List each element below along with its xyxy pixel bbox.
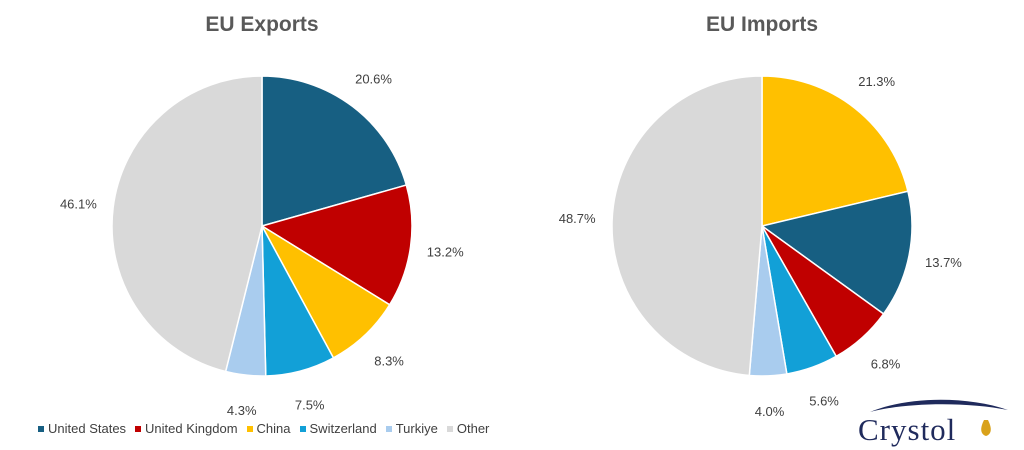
- eu-exports-chart: EU Exports 20.6% 13.2% 8.3% 7.5% 4.3% 46.1%: [60, 13, 464, 418]
- data-label-switzerland: 7.5%: [295, 398, 325, 413]
- legend-swatch: [135, 425, 142, 432]
- pie-slice-united-states: [760, 190, 913, 315]
- legend: United States United Kingdom China Switz…: [38, 421, 498, 436]
- pie-slice-united-kingdom: [260, 184, 413, 306]
- data-label-switzerland: 5.6%: [809, 393, 839, 408]
- data-label-turkiye: 4.3%: [227, 403, 257, 418]
- legend-item-other: Other: [446, 421, 490, 436]
- legend-label: Switzerland: [309, 421, 377, 436]
- legend-item-switzerland: Switzerland: [299, 421, 377, 436]
- logo-text: Crystol: [858, 412, 957, 447]
- legend-label: China: [256, 421, 291, 436]
- legend-label: Other: [456, 421, 490, 436]
- legend-item-turkiye: Turkiye: [385, 421, 438, 436]
- legend-swatch: [299, 425, 306, 432]
- legend-item-china: China: [246, 421, 291, 436]
- data-label-turkiye: 4.0%: [755, 404, 785, 419]
- legend-swatch: [446, 425, 453, 432]
- eu-imports-chart: EU Imports 21.3% 13.7% 6.8% 5.6% 4.0% 48.7%: [559, 13, 963, 419]
- chart-title: EU Imports: [706, 13, 818, 36]
- legend-swatch: [385, 425, 392, 432]
- legend-label: United States: [48, 421, 127, 436]
- data-label-china: 21.3%: [858, 74, 895, 89]
- data-label-china: 8.3%: [374, 353, 404, 368]
- legend-item-united-states: United States: [38, 421, 126, 436]
- legend-swatch: [246, 425, 253, 432]
- data-label-united-states: 13.7%: [925, 255, 962, 270]
- data-label-united-kingdom: 6.8%: [871, 357, 901, 372]
- legend-item-united-kingdom: United Kingdom: [135, 421, 238, 436]
- crystol-logo: Crystol: [848, 398, 1018, 447]
- pie-slice-other: [111, 75, 263, 373]
- logo-swoosh-icon: [870, 399, 1008, 436]
- pie-slice-other: [611, 75, 763, 377]
- data-label-other: 48.7%: [559, 211, 596, 226]
- data-label-united-states: 20.6%: [355, 71, 392, 86]
- data-label-other: 46.1%: [60, 196, 97, 211]
- pie-slice-china: [761, 75, 909, 227]
- pie-slice-united-states: [261, 75, 408, 227]
- legend-label: United Kingdom: [145, 421, 238, 436]
- legend-label: Turkiye: [395, 421, 438, 436]
- legend-swatch: [38, 425, 44, 432]
- chart-title: EU Exports: [205, 13, 318, 36]
- data-label-united-kingdom: 13.2%: [427, 244, 464, 259]
